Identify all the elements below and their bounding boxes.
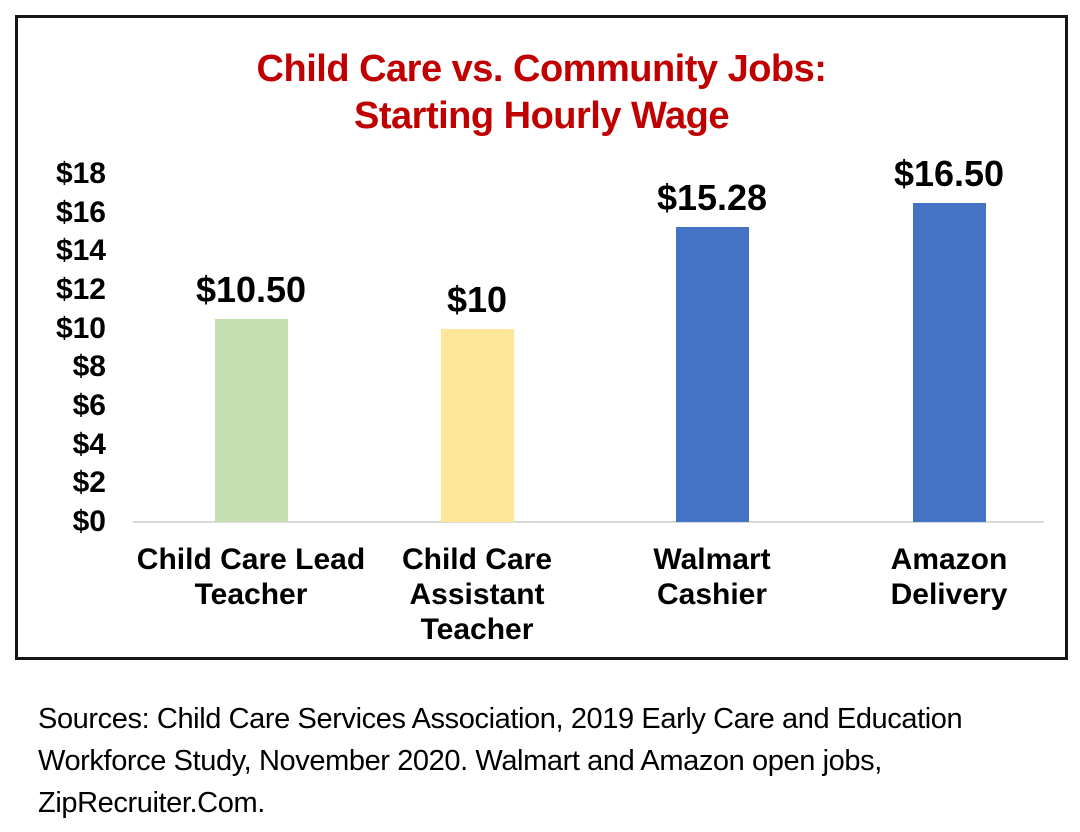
y-tick-label: $14 xyxy=(55,234,106,268)
bar-value-label: $16.50 xyxy=(893,153,1005,194)
bar xyxy=(675,227,749,522)
source-line-2: Workforce Study, November 2020. Walmart … xyxy=(38,745,882,777)
source-line-3: ZipRecruiter.Com. xyxy=(38,787,265,819)
chart-frame: Child Care vs. Community Jobs: Starting … xyxy=(15,15,1068,660)
y-tick-label: $12 xyxy=(55,273,106,306)
y-tick-label: $8 xyxy=(72,350,106,384)
bar-slot: $10.50 xyxy=(171,269,331,522)
y-tick-label: $0 xyxy=(72,505,106,538)
bar-slot: $10 xyxy=(397,279,557,522)
source-note: Sources: Child Care Services Association… xyxy=(38,698,1048,824)
bar-value-label: $10 xyxy=(446,279,508,320)
y-tick-label: $18 xyxy=(55,157,106,190)
bar xyxy=(912,203,986,522)
bar-slot: $16.50 xyxy=(869,153,1029,522)
bar-value-label: $10.50 xyxy=(195,269,307,310)
x-axis-category-label: Child Care Assistant Teacher xyxy=(401,543,553,646)
chart-title-line-2: Starting Hourly Wage xyxy=(354,95,729,137)
y-tick-label: $2 xyxy=(72,466,106,500)
y-tick-label: $4 xyxy=(72,427,106,461)
x-axis-baseline xyxy=(133,521,1044,523)
y-tick-label: $16 xyxy=(55,195,106,229)
bar-slot: $15.28 xyxy=(632,177,792,522)
y-tick-label: $6 xyxy=(72,389,106,422)
x-axis-category-label: Amazon Delivery xyxy=(890,543,1008,611)
chart-title-line-1: Child Care vs. Community Jobs: xyxy=(256,48,827,90)
chart-title: Child Care vs. Community Jobs: Starting … xyxy=(18,46,1065,140)
bar-value-label: $15.28 xyxy=(656,177,768,218)
x-axis-category-label: Child Care Lead Teacher xyxy=(136,543,366,611)
bar xyxy=(214,319,288,522)
y-axis: $18 $16 $14 $12 $10 $8 $6 $4 $2 $0 xyxy=(18,18,106,657)
x-axis-category-label: Walmart Cashier xyxy=(653,543,771,611)
source-line-1: Sources: Child Care Services Association… xyxy=(38,703,963,735)
y-tick-label: $10 xyxy=(55,311,106,345)
bar xyxy=(440,329,514,522)
